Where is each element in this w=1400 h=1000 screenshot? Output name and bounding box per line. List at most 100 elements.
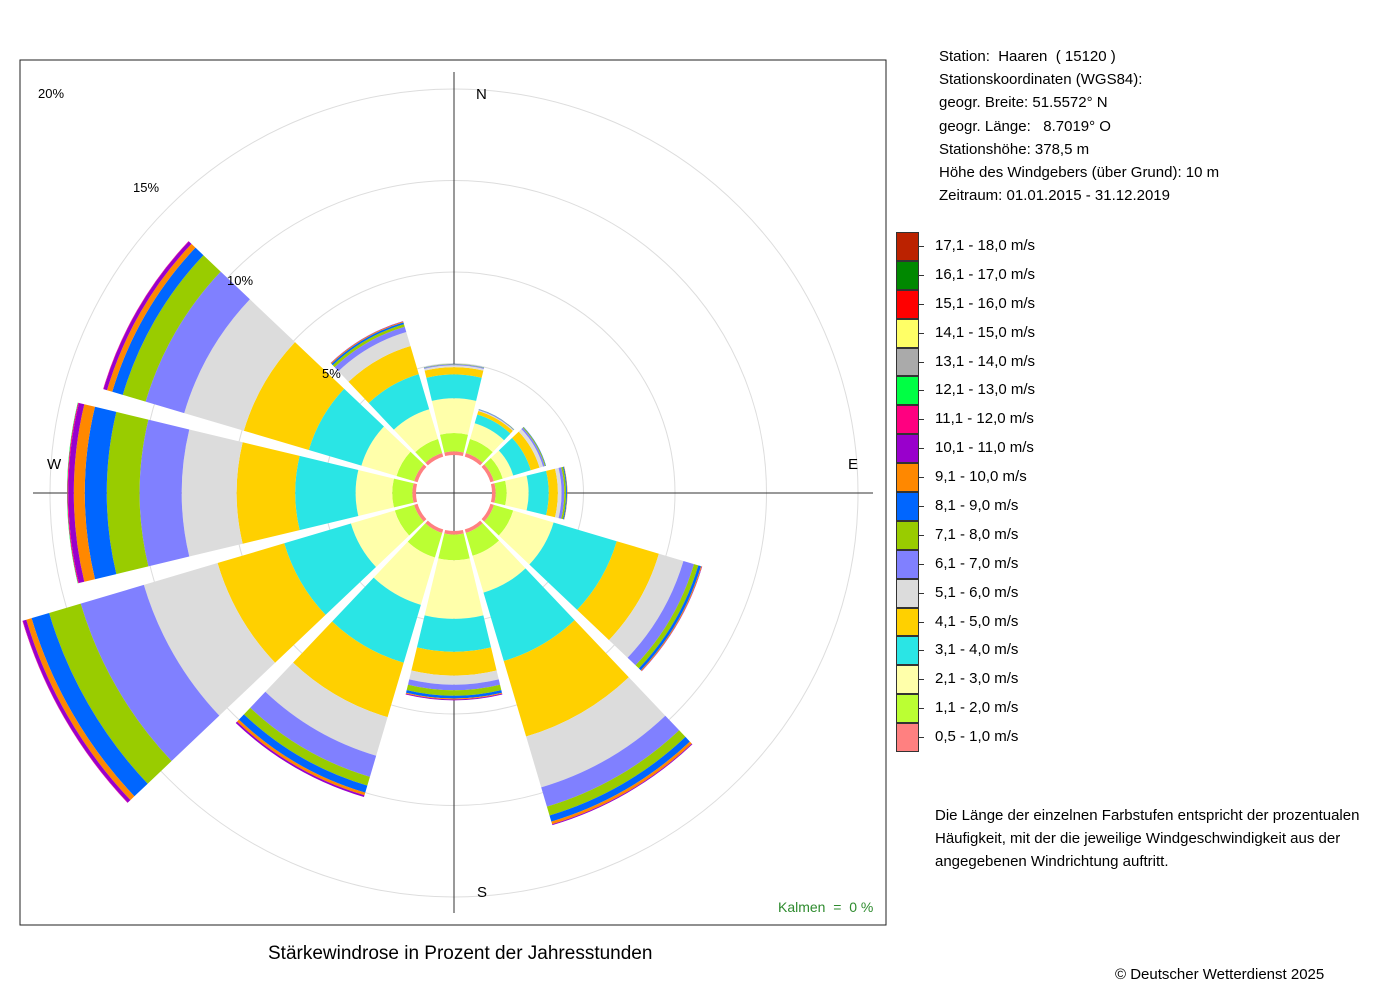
segment-90-class-5 [555,467,562,519]
direction-label-n: N [476,86,487,103]
segment-60-class-6 [521,427,545,467]
segment-330-class-3 [368,374,430,430]
sector-90 [490,466,568,520]
segment-300-class-0 [414,464,427,483]
segment-120-class-7 [635,564,699,669]
segment-120-class-5 [608,553,684,658]
legend-tick [919,679,924,681]
segment-120-class-4 [577,541,659,641]
segment-180-class-6 [407,679,501,691]
segment-90-class-6 [558,467,565,519]
legend-tick [919,361,924,363]
segment-150-class-6 [541,715,680,807]
legend-tick [919,448,924,450]
sector-30 [464,409,515,466]
segment-300-class-3 [308,388,384,466]
segment-30-class-1 [465,439,493,463]
station-latitude: geogr. Breite: 51.5572° N [939,94,1108,112]
legend-label: 6,1 - 7,0 m/s [935,554,1019,572]
segment-150-class-0 [464,520,483,533]
sector-0 [423,363,485,457]
legend-tick [919,650,924,652]
segment-60-class-2 [490,450,514,479]
station-coordinates-heading: Stationskoordinaten (WGS84): [939,71,1143,89]
sector-240 [22,503,427,803]
legend-tick [919,592,924,594]
segment-120-class-3 [529,522,617,610]
legend-tick [919,563,924,565]
sector-270 [67,402,418,584]
segment-60-class-1 [484,458,503,482]
station-longitude: geogr. Länge: 8.7019° O [939,117,1111,135]
segment-0-class-5 [424,365,484,371]
legend-tick [919,390,924,392]
segment-210-class-0 [425,520,444,533]
segment-240-class-8 [31,612,148,797]
legend-tick [919,303,924,305]
legend-tick [919,332,924,334]
segment-90-class-4 [546,468,558,518]
legend-label: 5,1 - 6,0 m/s [935,583,1019,601]
segment-300-class-8 [112,247,204,395]
legend-tick [919,708,924,710]
legend-swatch [896,520,919,550]
segment-330-class-1 [415,439,443,463]
segment-150-class-5 [526,677,666,788]
segment-330-class-2 [393,409,439,453]
copyright: © Deutscher Wetterdienst 2025 [1115,966,1325,983]
segment-210-class-6 [250,691,377,777]
segment-270-class-5 [181,429,243,557]
segment-210-class-4 [293,621,404,718]
calm-percentage: Kalmen = 0 % [778,899,874,915]
legend-label: 10,1 - 11,0 m/s [935,439,1034,457]
segment-0-class-8 [423,363,485,368]
segment-0-class-6 [423,364,485,369]
anemometer-height: Höhe des Windgebers (über Grund): 10 m [939,164,1220,182]
legend-label: 0,5 - 1,0 m/s [935,728,1019,746]
segment-90-class-0 [490,483,496,503]
sector-150 [464,520,693,826]
chart-caption: Stärkewindrose in Prozent der Jahresstun… [268,943,653,964]
segment-240-class-1 [394,504,424,536]
segment-180-class-10 [405,693,503,701]
segment-180-class-3 [416,615,492,652]
segment-90-class-7 [561,466,567,520]
ring-label-15: 15% [133,180,160,195]
segment-90-class-9 [563,466,568,520]
segment-180-class-1 [438,533,470,561]
legend-label: 9,1 - 10,0 m/s [935,468,1027,486]
segment-270-class-11 [67,402,79,584]
time-period: Zeitraum: 01.01.2015 - 31.12.2019 [939,187,1170,205]
legend-swatch [896,694,919,724]
segment-210-class-8 [238,714,368,793]
segment-180-class-5 [409,670,499,685]
legend-swatch [896,665,919,695]
legend-tick [919,246,924,247]
sector-60 [481,426,547,483]
legend-label: 3,1 - 4,0 m/s [935,641,1019,659]
segment-270-class-0 [412,483,418,503]
segment-0-class-0 [444,451,464,457]
segment-150-class-4 [503,620,629,737]
segment-90-class-8 [563,466,568,520]
segment-300-class-6 [145,271,250,414]
legend-swatch [896,578,919,608]
segment-330-class-6 [334,326,407,372]
segment-0-class-1 [440,433,468,453]
segment-60-class-3 [498,437,531,476]
segment-330-class-7 [332,324,405,368]
segment-240-class-0 [414,503,427,522]
legend-tick [919,506,924,508]
ring-label-20: 20% [38,86,65,101]
segment-180-class-9 [405,692,503,700]
segment-60-class-5 [518,429,544,468]
station-elevation: Stationshöhe: 378,5 m [939,140,1090,158]
wind-sectors [22,241,703,826]
segment-150-class-1 [465,523,500,556]
segment-60-class-4 [512,431,540,471]
direction-label-s: S [477,884,488,901]
segment-240-class-4 [217,543,326,663]
legend-label: 11,1 - 12,0 m/s [935,410,1034,428]
segment-300-class-2 [361,426,411,476]
segment-0-class-7 [423,364,485,368]
